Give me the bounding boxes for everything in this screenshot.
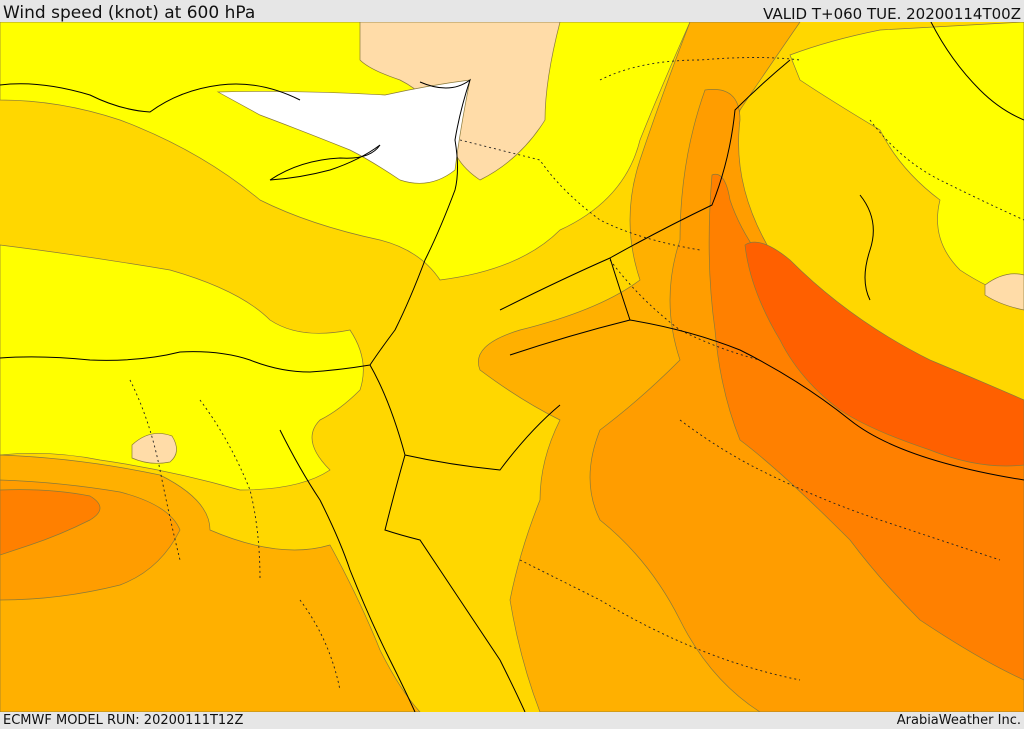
map-title: Wind speed (knot) at 600 hPa <box>3 3 256 23</box>
shade-peach-libya <box>131 433 177 464</box>
map-canvas <box>0 22 1024 712</box>
admin-borders <box>129 57 1024 691</box>
country-borders <box>369 59 1024 481</box>
shade-peach-east <box>984 273 1024 311</box>
footer-bar: ECMWF MODEL RUN: 20200111T12Z ArabiaWeat… <box>0 712 1024 729</box>
header-bar: Wind speed (knot) at 600 hPa VALID T+060… <box>0 0 1024 23</box>
shade-orange-southwest-core <box>0 489 101 556</box>
wind-speed-map[interactable] <box>0 22 1024 712</box>
credit-label: ArabiaWeather Inc. <box>896 713 1021 728</box>
shade-yellow-west <box>0 244 364 491</box>
coastlines <box>0 22 1024 712</box>
valid-time: VALID T+060 TUE. 20200114T00Z <box>763 5 1021 23</box>
shade-red-core <box>744 241 1024 467</box>
model-run-label: ECMWF MODEL RUN: 20200111T12Z <box>3 713 244 728</box>
shade-yellow-northeast <box>789 22 1024 301</box>
